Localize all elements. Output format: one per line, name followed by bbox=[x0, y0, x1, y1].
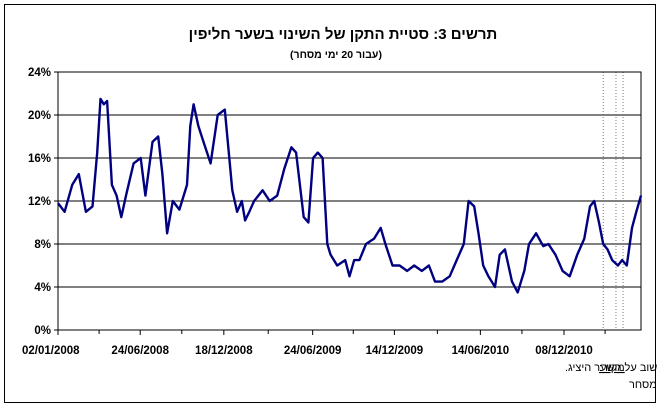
x-tick-label: 24/06/2009 bbox=[284, 345, 342, 357]
x-tick-label: 08/12/2010 bbox=[535, 345, 593, 357]
y-tick-label: 24% bbox=[28, 67, 51, 79]
grid-lines bbox=[58, 71, 641, 331]
x-axis: 02/01/2008 24/06/2008 18/12/2008 24/06/2009… bbox=[22, 330, 606, 357]
y-tick-label: 20% bbox=[28, 110, 51, 122]
source-label: מקור: bbox=[599, 362, 625, 374]
y-tick-label: 0% bbox=[34, 325, 51, 337]
vertical-markers bbox=[602, 72, 624, 330]
y-tick-label: 4% bbox=[34, 282, 51, 294]
y-tick-label: 8% bbox=[34, 239, 51, 251]
x-tick-label: 18/12/2008 bbox=[195, 345, 253, 357]
chart-title: תרשים 3: סטיית התקן של השינוי בשער חליפי… bbox=[189, 26, 498, 43]
y-tick-label: 12% bbox=[28, 196, 51, 208]
footnote: * סטיית התקן השנתית של שיעורי השינוי ב-2… bbox=[629, 378, 657, 391]
x-tick-label: 24/06/2008 bbox=[111, 345, 169, 357]
x-tick-label: 14/12/2009 bbox=[366, 345, 424, 357]
y-axis: 0% 4% 8% 12% 16% 20% 24% bbox=[28, 67, 58, 337]
chart-subtitle: (עבור 20 ימי מסחר) bbox=[290, 49, 382, 61]
x-tick-label: 14/06/2010 bbox=[452, 345, 510, 357]
series-line bbox=[57, 97, 643, 294]
y-tick-label: 16% bbox=[28, 153, 51, 165]
chart-svg: תרשים 3: סטיית התקן של השינוי בשער חליפי… bbox=[22, 26, 657, 391]
source-text: חישוב על השער היציג. bbox=[565, 361, 657, 374]
chart-frame: תרשים 3: סטיית התקן של השינוי בשער חליפי… bbox=[4, 4, 657, 403]
x-tick-label: 02/01/2008 bbox=[22, 345, 80, 357]
